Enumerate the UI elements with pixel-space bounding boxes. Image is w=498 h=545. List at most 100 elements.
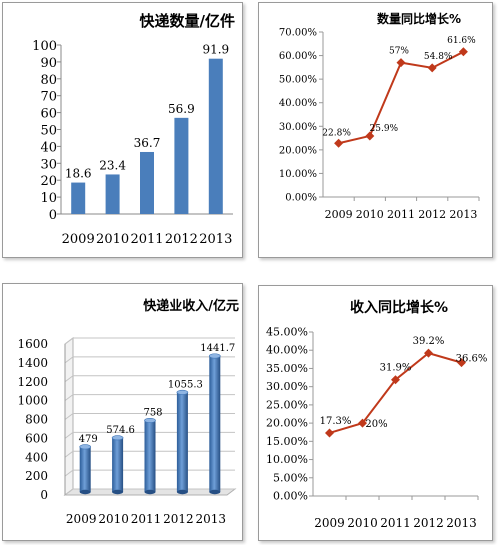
y-tick-label: 800 [25, 413, 48, 427]
x-tick-label: 2012 [163, 512, 194, 526]
y-tick-label: 70 [40, 90, 57, 105]
y-tick-label: 100 [32, 39, 57, 54]
y-tick-label: 40.00% [266, 344, 308, 357]
bar-top [79, 444, 91, 450]
y-tick-label: 0.00% [285, 193, 317, 204]
data-point [358, 418, 367, 428]
x-tick-label: 2012 [413, 516, 444, 530]
y-tick-label: 1000 [17, 394, 48, 408]
y-tick-label: 45.00% [266, 326, 308, 339]
y-tick-label: 35.00% [266, 362, 308, 375]
y-tick-label: 40.00% [279, 98, 317, 109]
data-label: 758 [143, 407, 162, 418]
chart-express-revenue: 快递业收入/亿元 0 200 400 600 800 1000 1200 1400 1600 479… [17, 298, 239, 526]
data-label: 17.3% [320, 416, 352, 427]
y-tick-label: 0 [49, 208, 57, 223]
bar [71, 182, 86, 214]
y-tick-label: 10.00% [266, 453, 308, 466]
data-label: 56.9 [168, 102, 195, 116]
y-tick-label: 30.00% [279, 122, 317, 133]
x-tick-label: 2013 [196, 512, 227, 526]
bar [208, 58, 223, 215]
y-tick-label: 0.00% [273, 490, 308, 503]
bar-base [144, 489, 156, 495]
data-label: 25.9% [370, 124, 399, 134]
y-tick-label: 15.00% [266, 435, 308, 448]
y-tick-label: 200 [25, 469, 48, 483]
bar-base [209, 489, 221, 495]
chart-panel-volume-growth: 数量同比增长% 0.00% 10.00% 20.00% 30.00% 40.00% 50.0… [258, 2, 493, 258]
data-point [427, 63, 437, 73]
bar [144, 420, 156, 492]
x-tick-label: 2010 [98, 512, 129, 526]
chart-revenue-growth: 收入同比增长% 0.00% 5.00% 10.00% 15.00% 20.00% 25.00… [266, 299, 488, 530]
grid-line [64, 375, 235, 383]
bar-base [112, 489, 124, 495]
bar-top [111, 435, 124, 441]
chart-title: 快递数量/亿件 [140, 12, 235, 30]
data-label: 57% [389, 47, 409, 57]
data-label: 91.9 [202, 43, 229, 57]
y-tick-label: 50 [40, 124, 57, 139]
y-tick-label: 25.00% [266, 398, 308, 411]
y-tick-label: 50.00% [279, 75, 317, 86]
bar-top [144, 417, 156, 423]
data-label: 22.8% [322, 128, 351, 138]
y-tick-label: 20 [40, 174, 57, 189]
chart-panel-revenue-growth: 收入同比增长% 0.00% 5.00% 10.00% 15.00% 20.00% 25.00… [258, 285, 493, 541]
data-point [334, 138, 344, 148]
grid-line [64, 356, 235, 364]
x-tick-label: 2012 [418, 208, 446, 221]
x-tick-label: 2013 [446, 516, 477, 530]
y-tick-label: 70.00% [279, 28, 317, 39]
bar-base [79, 489, 91, 495]
data-label: 23.4 [99, 158, 126, 172]
x-tick-label: 2009 [62, 232, 95, 247]
x-tick-label: 2013 [449, 208, 477, 221]
bar [140, 151, 154, 214]
data-point [424, 348, 433, 358]
y-tick-label: 5.00% [273, 471, 308, 484]
y-tick-label: 40 [40, 140, 57, 155]
x-tick-label: 2009 [325, 208, 353, 221]
chart-title: 数量同比增长% [377, 11, 461, 26]
data-label: 36.6% [456, 354, 488, 365]
y-tick-label: 80 [40, 73, 57, 88]
y-tick-label: 60.00% [279, 51, 317, 62]
y-tick-label: 400 [25, 450, 48, 464]
chart-volume-growth: 数量同比增长% 0.00% 10.00% 20.00% 30.00% 40.00% 50.0… [279, 11, 480, 221]
y-tick-label: 1400 [17, 356, 48, 370]
chart-title: 快递业收入/亿元 [143, 298, 239, 314]
y-tick-label: 30 [40, 157, 57, 172]
x-tick-label: 2011 [130, 232, 163, 247]
y-tick-label: 10 [40, 191, 57, 206]
data-point [391, 375, 400, 385]
data-label: 61.6% [447, 36, 476, 46]
data-label: 1055.3 [168, 379, 203, 390]
chart-panel-express-volume: 快递数量/亿件 0 10 20 30 40 50 60 70 80 90 100 18.6 2009 23.… [2, 2, 243, 258]
y-tick-label: 1600 [17, 337, 48, 351]
data-point [365, 131, 375, 141]
x-tick-label: 2009 [66, 512, 97, 526]
x-tick-label: 2012 [165, 232, 198, 247]
x-tick-label: 2011 [131, 512, 162, 526]
bar [174, 117, 189, 214]
bar [176, 392, 188, 492]
y-tick-label: 10.00% [279, 169, 317, 180]
data-label: 31.9% [380, 363, 412, 374]
bar [209, 355, 221, 492]
x-tick-label: 2009 [314, 516, 345, 530]
y-tick-label: 90 [40, 56, 57, 71]
x-tick-label: 2011 [387, 208, 415, 221]
chart-title: 收入同比增长% [350, 299, 448, 316]
data-label: 1441.7 [200, 343, 235, 354]
x-tick-label: 2011 [380, 516, 411, 530]
data-point [396, 58, 406, 68]
y-tick-label: 20.00% [266, 417, 308, 430]
y-tick-label: 1200 [17, 375, 48, 389]
bar-base [176, 489, 188, 495]
bar [79, 446, 91, 492]
grid-line [64, 337, 235, 345]
data-point [325, 428, 334, 438]
